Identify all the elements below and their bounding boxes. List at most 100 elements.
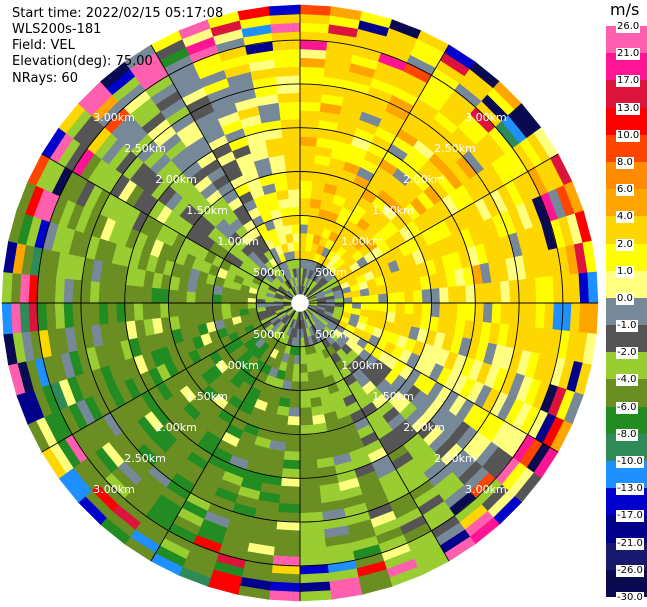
velocity-cell <box>473 302 485 323</box>
velocity-cell <box>295 258 301 269</box>
velocity-cell <box>299 39 328 51</box>
velocity-cell <box>141 286 153 304</box>
velocity-cell <box>299 153 316 164</box>
range-grid <box>2 5 598 601</box>
velocity-cell <box>447 286 459 304</box>
velocity-cell <box>395 302 406 315</box>
velocity-cell <box>106 302 118 324</box>
velocity-cell <box>299 127 319 138</box>
velocity-cell <box>282 136 301 147</box>
velocity-cell <box>272 39 301 51</box>
velocity-cell <box>292 232 301 243</box>
velocity-cell <box>421 288 432 304</box>
range-ring-label: 2.50km <box>124 142 166 155</box>
velocity-cell <box>299 57 327 68</box>
range-ring-label: 1.50km <box>186 204 228 217</box>
velocity-cell <box>299 92 323 103</box>
velocity-cell <box>299 206 311 217</box>
velocity-cell <box>299 476 320 488</box>
velocity-cell <box>500 280 511 304</box>
velocity-cell <box>500 302 511 326</box>
azimuth-spoke <box>41 306 293 453</box>
range-ring-label: 1.00km <box>217 235 259 248</box>
velocity-cell <box>273 546 301 558</box>
velocity-cell <box>284 442 301 453</box>
range-ring-label: 1.50km <box>372 204 414 217</box>
velocity-cell <box>291 223 301 234</box>
velocity-cell <box>285 232 294 244</box>
nrays-label: NRays: 60 <box>12 71 78 86</box>
velocity-cell <box>412 302 424 317</box>
velocity-cell <box>280 118 301 130</box>
range-ring-label: 2.00km <box>403 421 445 434</box>
velocity-cell <box>176 302 188 317</box>
velocity-cell <box>281 468 301 479</box>
velocity-cell <box>421 302 432 318</box>
velocity-cell <box>299 433 316 444</box>
velocity-cell <box>299 354 307 365</box>
velocity-cell <box>299 136 318 147</box>
velocity-cell <box>299 415 314 427</box>
velocity-cell <box>203 292 214 304</box>
range-ring-label: 2.00km <box>155 173 197 186</box>
velocity-cell <box>124 302 135 322</box>
velocity-cell <box>526 302 537 329</box>
range-ring-label: 3.00km <box>93 111 135 124</box>
velocity-cell <box>508 279 520 304</box>
velocity-cell <box>299 485 321 497</box>
field-label: Field: VEL <box>12 38 75 53</box>
velocity-cell <box>299 144 317 156</box>
range-ring-label: 2.00km <box>403 173 445 186</box>
velocity-cell <box>264 302 275 308</box>
velocity-cell <box>299 450 317 462</box>
velocity-cell <box>543 302 555 330</box>
velocity-cell <box>299 555 328 567</box>
velocity-cell <box>133 285 144 304</box>
velocity-cell <box>284 433 301 444</box>
velocity-cell <box>360 302 371 311</box>
velocity-cell <box>115 302 127 323</box>
range-ring-label: 2.00km <box>155 421 197 434</box>
velocity-cell <box>36 275 48 304</box>
velocity-cell <box>299 337 305 348</box>
velocity-cell <box>229 295 240 304</box>
velocity-cell <box>194 302 205 315</box>
velocity-cell <box>63 302 74 329</box>
velocity-cell <box>283 450 301 462</box>
velocity-cell <box>299 538 327 549</box>
velocity-cell <box>80 279 92 304</box>
velocity-cell <box>325 298 336 304</box>
velocity-cell <box>54 276 65 304</box>
velocity-cell <box>284 153 301 164</box>
range-ring-label: 500m <box>315 266 347 279</box>
velocity-cell <box>351 296 362 304</box>
velocity-cell <box>54 302 65 330</box>
center-gap <box>291 294 309 312</box>
azimuth-spoke <box>150 310 297 562</box>
azimuth-spoke <box>150 44 297 296</box>
velocity-cell <box>287 407 301 418</box>
velocity-cell <box>395 291 406 304</box>
velocity-cell <box>306 362 315 374</box>
velocity-cell <box>439 287 450 304</box>
velocity-cell <box>447 302 459 320</box>
velocity-cell <box>334 298 345 304</box>
velocity-cell <box>465 302 476 322</box>
velocity-cell <box>98 302 109 325</box>
velocity-cell <box>98 281 109 304</box>
velocity-cell <box>491 281 502 304</box>
colorbar-tick-label: 0.0 <box>616 292 634 305</box>
velocity-cell <box>150 302 161 319</box>
colorbar: 26.0 21.0 17.0 13.0 10.0 8.0 6.0 4.0 2.0 1.0 0.0 -1… <box>606 21 647 604</box>
velocity-cell <box>491 302 502 325</box>
velocity-cell <box>386 292 397 304</box>
range-ring-label: 1.00km <box>341 359 383 372</box>
velocity-cell <box>141 302 153 320</box>
velocity-cell <box>247 302 257 309</box>
velocity-cell <box>1 271 13 304</box>
velocity-cell <box>106 282 118 304</box>
velocity-cell <box>1 302 13 335</box>
velocity-cell <box>168 288 179 304</box>
velocity-cell <box>89 302 100 326</box>
velocity-cell <box>299 197 312 208</box>
